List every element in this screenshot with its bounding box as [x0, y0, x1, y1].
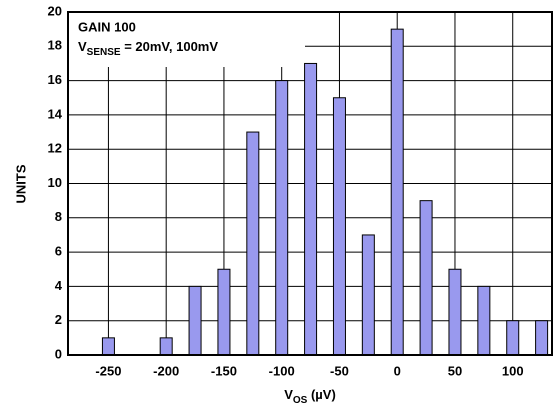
y-tick-label: 4 — [55, 278, 63, 293]
plot-frame — [67, 11, 553, 356]
bar — [506, 320, 520, 356]
bar — [101, 337, 115, 356]
y-tick-label: 8 — [55, 209, 62, 224]
bar — [159, 337, 173, 356]
bar — [361, 234, 375, 356]
x-tick-label: 100 — [502, 363, 524, 378]
x-tick-label: -250 — [95, 363, 121, 378]
bar — [217, 268, 231, 356]
x-tick-label: -150 — [211, 363, 237, 378]
y-tick-label: 10 — [48, 175, 62, 190]
y-tick-label: 6 — [55, 244, 62, 259]
x-label-sub: OS — [293, 395, 308, 406]
annotation-box — [69, 13, 305, 67]
x-label-main: V — [284, 387, 293, 402]
bar — [188, 285, 202, 356]
y-tick-label: 12 — [48, 141, 62, 156]
bar — [419, 200, 433, 356]
y-axis-label: UNITS — [13, 164, 28, 203]
bar — [332, 97, 346, 356]
bar — [304, 62, 318, 356]
bar — [275, 80, 289, 356]
y-tick-label: 16 — [48, 72, 62, 87]
x-tick-label: 0 — [394, 363, 401, 378]
bar — [448, 268, 462, 356]
x-tick-label: -200 — [153, 363, 179, 378]
annotation-main: V — [78, 39, 87, 54]
annotation-rest: = 20mV, 100mV — [121, 39, 219, 54]
y-tick-label: 2 — [55, 312, 62, 327]
y-tick-label: 18 — [48, 38, 62, 53]
bar — [477, 285, 491, 356]
x-axis-label: VOS (µV) — [284, 387, 336, 405]
bar — [535, 320, 549, 356]
x-tick-label: -100 — [269, 363, 295, 378]
x-tick-label: 50 — [448, 363, 462, 378]
annotation: VSENSE = 20mV, 100mV — [78, 39, 218, 57]
y-tick-label: 14 — [48, 106, 63, 121]
annotation-sub: SENSE — [87, 47, 121, 58]
x-label-rest: (µV) — [307, 387, 335, 402]
x-tick-label: -50 — [330, 363, 349, 378]
bar — [390, 28, 404, 356]
y-tick-label: 20 — [48, 3, 62, 18]
annotation: GAIN 100 — [78, 19, 136, 34]
y-tick-label: 0 — [55, 346, 62, 361]
bar — [246, 131, 260, 356]
